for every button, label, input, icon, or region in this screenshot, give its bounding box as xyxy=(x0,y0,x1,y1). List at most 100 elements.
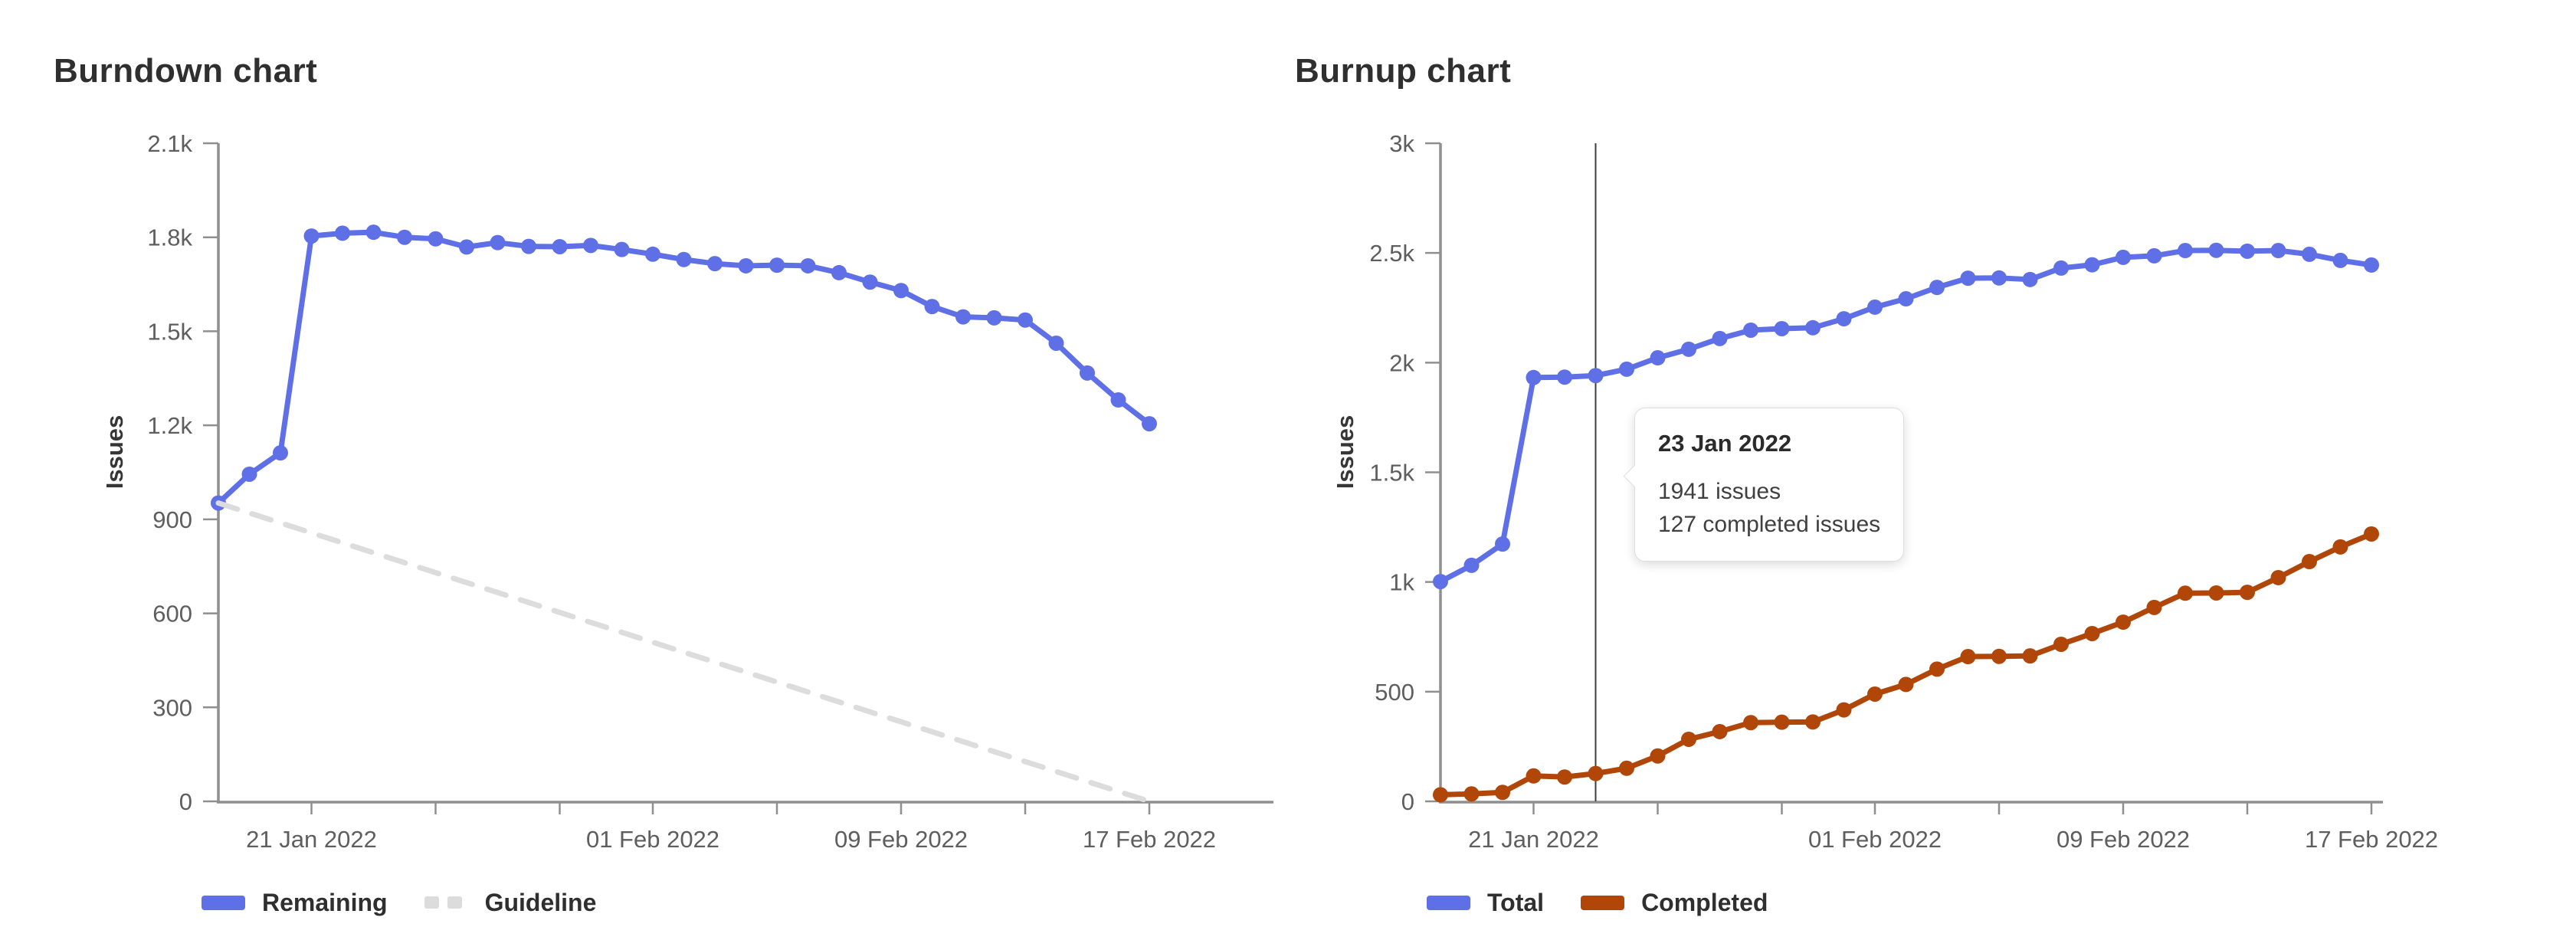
series-completed-point[interactable] xyxy=(2270,569,2286,585)
series-remaining-point[interactable] xyxy=(490,234,506,251)
series-completed-point[interactable] xyxy=(1805,714,1821,730)
series-total-point[interactable] xyxy=(2084,257,2100,273)
series-remaining-point[interactable] xyxy=(1142,416,1157,432)
series-total-point[interactable] xyxy=(1774,320,1790,336)
series-remaining-point[interactable] xyxy=(335,225,350,241)
series-total-point[interactable] xyxy=(1619,361,1634,377)
series-total-point[interactable] xyxy=(1805,319,1821,336)
series-total-point[interactable] xyxy=(1898,291,1914,307)
series-remaining-point[interactable] xyxy=(800,257,816,274)
series-total-point[interactable] xyxy=(1495,536,1510,552)
series-remaining-point[interactable] xyxy=(303,228,320,244)
series-remaining-point[interactable] xyxy=(924,299,940,315)
series-completed-point[interactable] xyxy=(2116,614,2131,631)
series-remaining-point[interactable] xyxy=(552,238,568,254)
series-completed-point[interactable] xyxy=(2146,599,2162,615)
series-completed-point[interactable] xyxy=(1743,715,1758,731)
series-total-point[interactable] xyxy=(2364,257,2379,273)
series-total-point[interactable] xyxy=(2053,260,2069,276)
series-remaining-point[interactable] xyxy=(738,257,754,274)
series-remaining-point[interactable] xyxy=(676,251,692,267)
series-total-point[interactable] xyxy=(1712,330,1728,346)
series-total-point[interactable] xyxy=(2146,247,2162,264)
series-total-point[interactable] xyxy=(1650,350,1666,366)
series-remaining-point[interactable] xyxy=(707,256,723,272)
series-total-point[interactable] xyxy=(1960,270,1976,287)
series-remaining-point[interactable] xyxy=(583,237,598,254)
y-axis-tick-label: 2.1k xyxy=(147,130,192,157)
series-remaining-point[interactable] xyxy=(862,274,878,290)
series-total-point[interactable] xyxy=(1991,270,2007,286)
series-remaining-point[interactable] xyxy=(428,231,444,247)
series-remaining-point[interactable] xyxy=(521,238,536,254)
series-completed-point[interactable] xyxy=(1960,649,1976,665)
series-completed-point[interactable] xyxy=(1619,760,1634,776)
series-remaining-line[interactable] xyxy=(215,229,1152,506)
series-total-point[interactable] xyxy=(2178,243,2193,259)
series-remaining-point[interactable] xyxy=(986,310,1002,326)
burndown-plot-area[interactable]: 0 300 600 900 1.2k 1.5k 1.8k 2.1k 21 Jan 2022 01 … xyxy=(77,123,1303,858)
series-completed-point[interactable] xyxy=(2022,648,2038,664)
series-total-point[interactable] xyxy=(1588,368,1604,384)
series-completed-point[interactable] xyxy=(1526,768,1542,784)
series-remaining-point[interactable] xyxy=(365,224,382,241)
series-completed-point[interactable] xyxy=(1712,723,1728,739)
series-completed-line[interactable] xyxy=(1437,531,2374,798)
series-completed-point[interactable] xyxy=(1898,676,1914,693)
series-completed-point[interactable] xyxy=(1774,714,1790,730)
series-total-point[interactable] xyxy=(1681,341,1696,357)
series-guideline-line[interactable] xyxy=(215,500,1152,804)
series-remaining-point[interactable] xyxy=(955,309,971,325)
series-completed-point[interactable] xyxy=(2084,625,2100,641)
series-completed-point[interactable] xyxy=(2302,554,2317,570)
series-total-point[interactable] xyxy=(1557,369,1572,385)
series-completed-point[interactable] xyxy=(2178,585,2193,601)
series-total-point[interactable] xyxy=(1526,369,1542,385)
series-completed-point[interactable] xyxy=(2208,585,2224,601)
series-remaining-point[interactable] xyxy=(1048,335,1064,351)
series-total-point[interactable] xyxy=(1433,574,1448,590)
series-remaining-point[interactable] xyxy=(614,241,630,257)
series-remaining-point[interactable] xyxy=(1080,365,1095,381)
series-remaining-point[interactable] xyxy=(893,283,909,299)
series-total-point[interactable] xyxy=(2332,252,2348,268)
series-completed-point[interactable] xyxy=(1588,765,1604,781)
series-remaining-point[interactable] xyxy=(831,264,847,280)
series-remaining-point[interactable] xyxy=(273,445,288,461)
series-total-point[interactable] xyxy=(2240,243,2255,259)
series-remaining-point[interactable] xyxy=(459,239,474,255)
series-remaining-point[interactable] xyxy=(241,466,257,482)
series-total-point[interactable] xyxy=(1743,322,1758,338)
series-completed-point[interactable] xyxy=(2053,636,2069,652)
series-total-point[interactable] xyxy=(2302,246,2317,262)
series-completed-point[interactable] xyxy=(1991,648,2007,664)
series-completed-point[interactable] xyxy=(1650,748,1666,764)
series-completed-point[interactable] xyxy=(2332,539,2348,555)
burnup-plot-area[interactable]: 0 500 1k 1.5k 2k 2.5k 3k 21 Jan 2022 01 Feb 2022… xyxy=(1303,123,2576,858)
series-total-point[interactable] xyxy=(2022,271,2038,287)
series-completed-point[interactable] xyxy=(1463,786,1480,802)
series-total-point[interactable] xyxy=(1867,299,1883,315)
series-total-point[interactable] xyxy=(1929,280,1945,296)
series-completed-point[interactable] xyxy=(1867,686,1883,702)
series-remaining-point[interactable] xyxy=(1018,312,1033,328)
series-completed-point[interactable] xyxy=(1433,787,1448,803)
series-completed-point[interactable] xyxy=(1929,661,1945,677)
series-completed-point[interactable] xyxy=(2364,526,2379,542)
x-axis-tick-label: 17 Feb 2022 xyxy=(1083,826,1216,853)
series-remaining-point[interactable] xyxy=(769,257,785,274)
series-remaining-point[interactable] xyxy=(1110,392,1126,408)
series-total-point[interactable] xyxy=(2116,249,2131,265)
series-total-point[interactable] xyxy=(1463,557,1480,573)
series-completed-point[interactable] xyxy=(1836,702,1852,718)
series-completed-point[interactable] xyxy=(2240,585,2255,601)
series-remaining-point[interactable] xyxy=(397,229,412,245)
series-total-point[interactable] xyxy=(2270,243,2286,259)
series-remaining-point[interactable] xyxy=(645,246,660,262)
series-completed-point[interactable] xyxy=(1681,731,1696,747)
series-total-point[interactable] xyxy=(2208,242,2224,258)
series-total-point[interactable] xyxy=(1836,311,1852,327)
series-completed-point[interactable] xyxy=(1557,769,1572,785)
series-completed-point[interactable] xyxy=(1495,785,1510,801)
